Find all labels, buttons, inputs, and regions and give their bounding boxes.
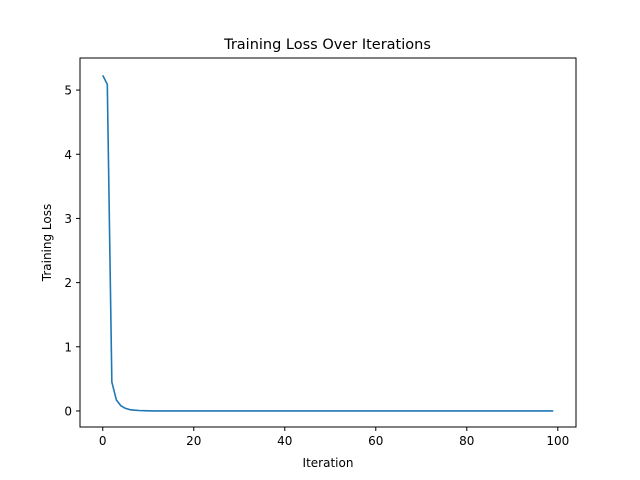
y-axis-label: Training Loss [40, 204, 54, 282]
y-tick-label: 2 [64, 276, 72, 290]
x-tick-label: 20 [186, 434, 201, 448]
y-axis: 0 1 2 3 4 5 [64, 84, 80, 418]
x-tick-label: 40 [277, 434, 292, 448]
x-tick-label: 60 [368, 434, 383, 448]
y-tick-label: 3 [64, 212, 72, 226]
y-tick-label: 4 [64, 148, 72, 162]
y-tick-label: 1 [64, 340, 72, 354]
chart-title: Training Loss Over Iterations [223, 37, 431, 53]
y-tick-label: 0 [64, 404, 72, 418]
x-tick-label: 0 [99, 434, 107, 448]
plot-frame [79, 57, 577, 428]
plot-area [102, 74, 554, 412]
x-tick-label: 100 [546, 434, 569, 448]
x-axis: 0 20 40 60 80 100 [99, 427, 569, 448]
series-line-0 [102, 74, 554, 412]
y-tick-label: 5 [64, 84, 72, 98]
x-axis-label: Iteration [303, 456, 354, 470]
x-tick-label: 80 [459, 434, 474, 448]
